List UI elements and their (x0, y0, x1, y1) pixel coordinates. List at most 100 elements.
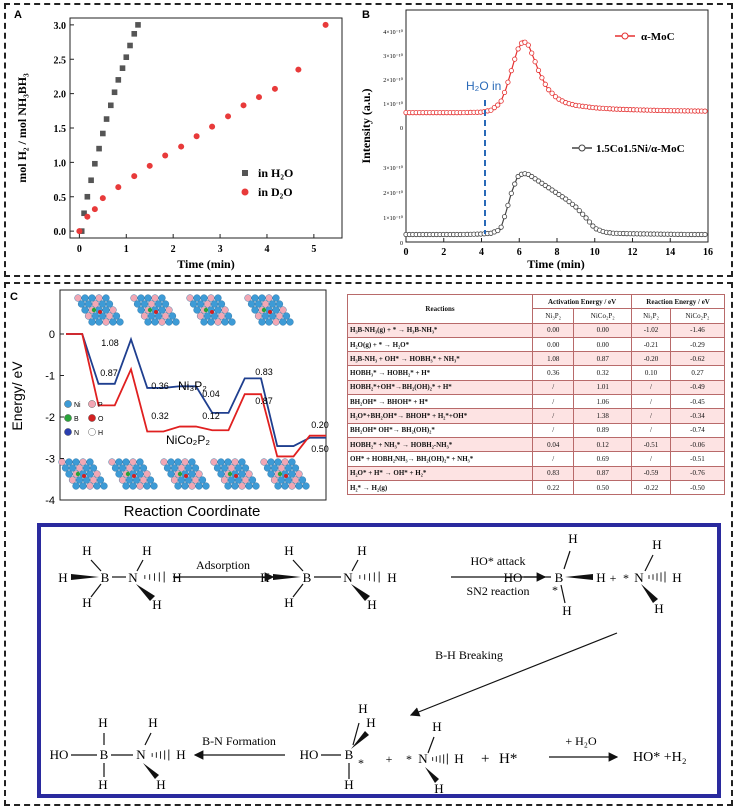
energy-value: 0.22 (531, 479, 575, 496)
energy-value: / (531, 408, 575, 424)
y-tick-label: 0.5 (54, 193, 67, 204)
legend-d2o-marker (241, 188, 249, 196)
table-header-reactions: Reactions (347, 294, 533, 324)
bond (90, 583, 102, 598)
h2o-point (108, 102, 114, 109)
y-tick-label: 1.0 (54, 158, 67, 169)
atom-label: H (284, 543, 293, 558)
slab-structure (160, 458, 210, 490)
atom-label: + (610, 571, 617, 585)
atom-label: H (98, 777, 107, 792)
atom-legend-label: P (98, 402, 103, 409)
d2o-point (240, 102, 247, 109)
series-marker (512, 56, 518, 62)
panel-c-curves (66, 333, 326, 458)
energy-value: / (531, 422, 575, 438)
energy-value: -0.22 (631, 479, 671, 496)
reaction-equation: HOBH₃* → HOBH₂* + H* (347, 365, 533, 381)
d2o-point (209, 123, 216, 130)
panel-b-xlabel: Time (min) (527, 257, 584, 271)
adsorbed-hydrogen: H* (499, 751, 517, 767)
series-marker (498, 224, 504, 230)
atom-label: H (568, 531, 577, 546)
series-marker (495, 102, 501, 108)
panel-b-label: B (362, 9, 370, 21)
top-y-tick-label: 2×10⁻¹⁰ (383, 77, 403, 84)
table-row: H₃B-NH₃(g) + * → H₃B-NH₃* 0.00 0.00 -1.02 -1… (347, 322, 726, 338)
energy-value: / (631, 394, 671, 410)
atom-label: N (343, 570, 353, 585)
bond (563, 550, 571, 570)
energy-value: / (531, 451, 575, 467)
atom-label: H (98, 715, 107, 730)
atom-label: H (176, 747, 185, 762)
atom-label: H (82, 595, 91, 610)
energy-value: -1.02 (631, 322, 671, 338)
atom-label: + (386, 752, 393, 766)
h2o-point (92, 160, 98, 167)
series-marker (525, 42, 531, 48)
series-marker (501, 214, 508, 220)
d2o-point (84, 213, 91, 220)
energy-value: 1.06 (573, 394, 633, 410)
x-tick-label: 0 (404, 247, 409, 258)
panel-a-ylabel: mol H₂ / mol NH₃BH₃ (15, 73, 29, 183)
panel-a-chart: A 0.0 0.5 1.0 1.5 2.0 2.5 3.0 0 1 2 3 4 5 Time (min… (14, 9, 343, 271)
slab-structure (130, 294, 180, 326)
atom-label: H (142, 543, 151, 558)
energy-value: -0.62 (669, 351, 726, 367)
atom-label: H (357, 543, 366, 558)
energy-value: -0.59 (631, 465, 671, 481)
series-marker (532, 59, 538, 65)
top-figure-frame (4, 3, 733, 277)
energy-value: 0.00 (531, 336, 575, 353)
panel-c-structures (58, 294, 310, 490)
top-y-tick-label: 3×10⁻¹⁰ (383, 53, 403, 60)
table-subheader: Ni₃P₂ (631, 308, 671, 324)
atom-label: H (58, 570, 67, 585)
panel-c-xlabel: Reaction Coordinate (124, 503, 261, 520)
barrier-label: 1.08 (101, 338, 119, 348)
table-row: BH₂OH* OH*→ BH₂(OH)₂*/0.89/-0.74 (347, 422, 726, 438)
energy-value: 0.00 (531, 322, 575, 338)
series-marker (580, 211, 586, 217)
energy-value: -0.06 (669, 436, 726, 453)
series-marker (501, 89, 508, 96)
energy-value: 0.89 (573, 422, 633, 438)
h2o-point (84, 193, 91, 200)
energy-value: 0.36 (531, 365, 575, 381)
atom-legend: Ni P B O N H (64, 400, 104, 437)
h2o-point (96, 145, 102, 152)
y-tick-label: 2.5 (54, 55, 67, 66)
atom-label: H (284, 595, 293, 610)
energy-value: -0.21 (631, 336, 671, 353)
atom-label: B (101, 570, 110, 585)
panel-c-ylabel: Energy/ eV (9, 361, 25, 431)
wedge-bond (71, 574, 99, 580)
energy-value: / (631, 379, 671, 396)
energy-value: 0.04 (531, 436, 575, 453)
energy-value: 0.50 (573, 479, 633, 496)
atom-label: * (552, 583, 558, 597)
energy-value: -0.49 (669, 379, 726, 396)
step-add-water: + H₂O (565, 734, 597, 748)
wedge-bond (425, 767, 439, 783)
atom-label: H (432, 719, 441, 734)
x-tick-label: 4 (479, 247, 484, 258)
table-row: BH₂OH* → BHOH* + H*/1.06/-0.45 (347, 394, 726, 410)
table-row: H₂* → H₂(g) 0.22 0.50 -0.22 -0.50 (347, 479, 726, 496)
atom-label: H (367, 597, 376, 612)
energy-value: / (531, 379, 575, 396)
d2o-point (225, 113, 232, 120)
h2o-point (111, 89, 118, 96)
nico2p2-curve-label: NiCo₂P₂ (166, 433, 210, 447)
atom-legend-label: O (98, 416, 104, 423)
h2o-point (115, 77, 122, 83)
bottom-y-tick-label: 1×10⁻¹⁰ (383, 215, 403, 222)
energy-value: 0.32 (573, 365, 633, 381)
energy-value: 0.87 (573, 465, 633, 481)
bh-breaking-arrow (409, 632, 618, 717)
bond (560, 584, 566, 604)
bottom-y-tick-label: 2×10⁻¹⁰ (383, 190, 403, 197)
